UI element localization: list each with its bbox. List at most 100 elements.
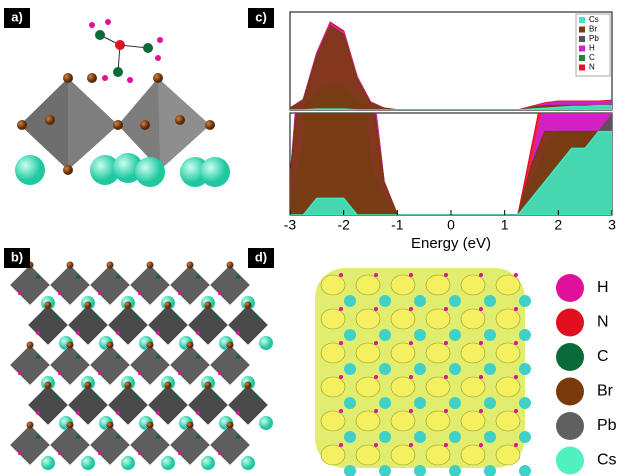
atom	[444, 341, 448, 345]
density-blob	[519, 397, 531, 409]
plot-area	[290, 21, 612, 110]
atom	[76, 411, 80, 415]
atom	[479, 375, 483, 379]
legend-label: H	[597, 279, 609, 296]
density-blob	[519, 465, 531, 476]
plot-area	[290, 113, 612, 215]
atom	[54, 315, 58, 319]
density-blob	[460, 410, 486, 432]
atom	[196, 275, 200, 279]
atom	[254, 395, 258, 399]
atom	[374, 409, 378, 413]
atom	[196, 411, 200, 415]
atom	[138, 371, 142, 375]
atom	[479, 273, 483, 277]
atom	[66, 261, 74, 269]
atom	[81, 456, 95, 470]
x-tick-label: -1	[391, 217, 404, 233]
atom	[254, 315, 258, 319]
atom	[98, 451, 102, 455]
x-tick-label: 3	[608, 217, 616, 233]
density-blob	[390, 308, 416, 330]
legend-label: C	[589, 53, 595, 62]
atom	[339, 341, 343, 345]
density-blob	[390, 410, 416, 432]
legend-atom	[556, 412, 584, 440]
atom	[106, 341, 114, 349]
atom	[164, 381, 172, 389]
dos-area	[290, 113, 612, 215]
atom	[186, 261, 194, 269]
legend-label: Br	[597, 383, 614, 400]
density-blob	[414, 329, 426, 341]
density-blob	[320, 444, 346, 466]
density-blob	[484, 465, 496, 476]
density-blob	[414, 295, 426, 307]
density-blob	[379, 431, 391, 443]
atom	[444, 443, 448, 447]
legend-label: Pb	[597, 417, 617, 434]
atom	[44, 301, 52, 309]
atom	[409, 307, 413, 311]
atom	[409, 409, 413, 413]
density-blob	[414, 363, 426, 375]
atom	[236, 435, 240, 439]
panel-label: b)	[11, 249, 23, 264]
legend-label: Pb	[589, 34, 599, 43]
legend-label: Cs	[589, 15, 599, 24]
legend-atom	[556, 343, 584, 371]
density-blob	[414, 465, 426, 476]
atom	[514, 443, 518, 447]
atom	[26, 341, 34, 349]
density-blob	[519, 295, 531, 307]
atom	[36, 411, 40, 415]
legend-atom	[556, 377, 584, 406]
atom	[236, 331, 240, 335]
panel-label: c)	[255, 9, 267, 24]
density-blob	[484, 363, 496, 375]
atom	[178, 291, 182, 295]
atom	[409, 341, 413, 345]
atom	[98, 291, 102, 295]
atom	[98, 371, 102, 375]
legend-label: N	[597, 314, 609, 331]
legend-atom	[556, 274, 584, 302]
atom	[58, 371, 62, 375]
atom	[18, 371, 22, 375]
atom	[196, 331, 200, 335]
legend-label: C	[597, 348, 609, 365]
density-blob	[449, 397, 461, 409]
density-blob	[484, 295, 496, 307]
density-blob	[425, 308, 451, 330]
atom	[164, 301, 172, 309]
atom	[339, 307, 343, 311]
atom	[124, 381, 132, 389]
atom	[178, 451, 182, 455]
atom	[116, 411, 120, 415]
x-tick-label: 2	[554, 217, 562, 233]
atom	[76, 331, 80, 335]
atom	[409, 443, 413, 447]
density-blob	[355, 342, 381, 364]
atom	[186, 421, 194, 429]
density-blob	[495, 274, 521, 296]
atom	[18, 291, 22, 295]
structure-b	[9, 261, 273, 470]
atom	[514, 341, 518, 345]
density-blob	[379, 465, 391, 476]
atom	[444, 307, 448, 311]
atom	[116, 275, 120, 279]
atom	[201, 456, 215, 470]
atom	[116, 355, 120, 359]
atom	[54, 395, 58, 399]
atom	[479, 409, 483, 413]
atom	[374, 341, 378, 345]
density-blob	[449, 431, 461, 443]
structure-d	[315, 268, 531, 476]
atom	[36, 355, 40, 359]
atom	[146, 261, 154, 269]
atom	[218, 371, 222, 375]
density-blob	[320, 342, 346, 364]
atom	[116, 435, 120, 439]
atom	[374, 375, 378, 379]
